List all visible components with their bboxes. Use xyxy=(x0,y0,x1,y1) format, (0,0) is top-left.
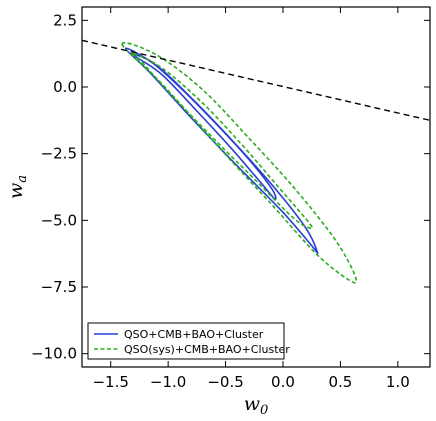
ticks-layer: −1.5 −1.0 −0.5 0.0 0.5 1.0 2.5 0.0 −2.5 −5.0 −7.5 −… xyxy=(31,7,430,391)
x-tick-label: 1.0 xyxy=(386,373,410,391)
y-tick-label: −7.5 xyxy=(41,278,77,296)
x-tick-label: −0.5 xyxy=(207,373,243,391)
y-tick-label: 2.5 xyxy=(53,11,77,29)
y-tick-label: −2.5 xyxy=(41,145,77,163)
legend-label-series-2: QSO(sys)+CMB+BAO+Cluster xyxy=(124,343,290,356)
x-axis-label: w0 xyxy=(244,393,269,418)
legend: QSO+CMB+BAO+Cluster QSO(sys)+CMB+BAO+Clu… xyxy=(87,322,290,360)
x-tick-label: −1.5 xyxy=(92,373,128,391)
contour-series-1-outer xyxy=(124,47,319,255)
x-tick-label: 0.5 xyxy=(328,373,352,391)
plot-frame xyxy=(81,6,431,368)
contours-layer xyxy=(121,42,358,284)
reference-line-layer xyxy=(81,39,431,122)
y-tick-label: −5.0 xyxy=(41,211,77,229)
y-axis-label: wa xyxy=(5,175,30,199)
y-tick-label: −10.0 xyxy=(31,345,77,363)
legend-label-series-1: QSO+CMB+BAO+Cluster xyxy=(124,328,264,341)
legend-box xyxy=(87,322,285,360)
x-tick-label: 0.0 xyxy=(271,373,295,391)
reference-line xyxy=(81,39,431,122)
x-tick-label: −1.0 xyxy=(150,373,186,391)
y-tick-label: 0.0 xyxy=(53,78,77,96)
contour-series-2-outer xyxy=(121,42,358,284)
